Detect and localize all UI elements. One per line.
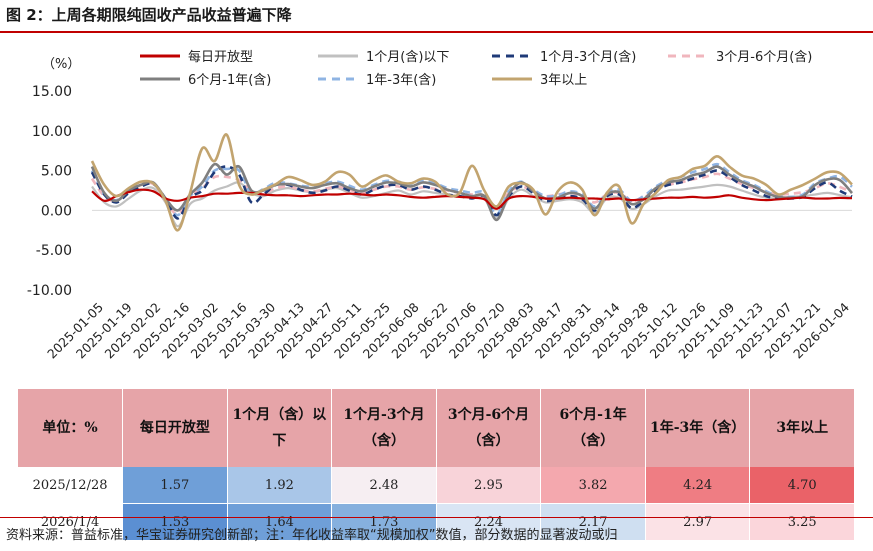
legend-label-5: 1年-3年(含) — [366, 72, 436, 88]
legend-label-2: 1个月-3个月(含) — [540, 49, 636, 65]
y-tick-label: -10.00 — [27, 283, 72, 299]
y-tick-label: 0.00 — [41, 203, 72, 219]
figure-title: 图 2：上周各期限纯固收产品收益普遍下降 — [6, 6, 292, 24]
y-axis-label: （%） — [42, 57, 80, 72]
table-body: 2025/12/28 1.57 1.92 2.48 2.95 3.82 4.24 4.70 20… — [18, 467, 855, 541]
source-note: 资料来源：普益标准，华宝证券研究创新部；注：年化收益率取“规模加权”数值，部分数… — [6, 528, 618, 543]
table-column-header: 1年-3年（含） — [645, 389, 751, 467]
series-line-5 — [90, 162, 853, 217]
series-line-1 — [91, 181, 853, 228]
legend-label-4: 6个月-1年(含) — [188, 72, 271, 88]
table-cell: 4.70 — [749, 467, 855, 504]
table-cell: 4.24 — [645, 467, 751, 504]
table-cell: 1.57 — [122, 467, 228, 504]
row-date: 2025/12/28 — [18, 467, 124, 504]
table-cell: 2.97 — [645, 503, 751, 541]
title-rule — [0, 31, 873, 33]
y-axis: 15.00 10.00 5.00 0.00 -5.00 -10.00 — [27, 84, 72, 299]
table-cell: 3.25 — [749, 503, 855, 541]
line-chart: 每日开放型 1个月(含)以下 1个月-3个月(含) 3个月-6个月(含) 6个月-1年(… — [27, 49, 853, 361]
series-line-4 — [90, 162, 853, 222]
table-unit-header: 单位：% — [18, 389, 124, 467]
table-cell: 3.82 — [540, 467, 646, 504]
table-row: 2026/1/4 1.53 1.64 1.73 2.24 2.17 2.97 3.25 — [18, 503, 855, 541]
row-date: 2026/1/4 — [18, 503, 124, 541]
table-column-header: 1个月-3个月（含） — [331, 389, 437, 467]
source-rule — [0, 517, 873, 518]
table-cell: 1.92 — [227, 467, 333, 504]
legend-label-0: 每日开放型 — [188, 49, 253, 65]
table-cell: 2.24 — [436, 503, 542, 541]
legend-label-3: 3个月-6个月(含) — [716, 49, 812, 65]
table-column-header: 3年以上 — [749, 389, 855, 467]
table-column-header: 每日开放型 — [122, 389, 228, 467]
series-line-6 — [90, 133, 853, 232]
legend-label-6: 3年以上 — [540, 73, 587, 88]
table-cell: 2.95 — [436, 467, 542, 504]
table-column-header: 1个月（含）以下 — [227, 389, 333, 467]
x-axis: 2025-01-052025-01-192025-02-022025-02-16… — [44, 209, 852, 361]
series-line-0 — [91, 188, 853, 210]
table-cell: 1.53 — [122, 503, 228, 541]
table-cell: 2.48 — [331, 467, 437, 504]
table-cell: 2.17 — [540, 503, 646, 541]
legend-label-1: 1个月(含)以下 — [366, 49, 449, 65]
table-cell: 1.64 — [227, 503, 333, 541]
y-tick-label: -5.00 — [36, 243, 72, 259]
series-lines — [90, 133, 853, 232]
table-row: 2025/12/28 1.57 1.92 2.48 2.95 3.82 4.24 4.70 — [18, 467, 855, 504]
y-tick-label: 15.00 — [32, 84, 72, 100]
series-line-3 — [90, 172, 853, 216]
chart-legend: 每日开放型 1个月(含)以下 1个月-3个月(含) 3个月-6个月(含) 6个月-1年(… — [140, 49, 812, 88]
yield-table: 单位：% 每日开放型 1个月（含）以下 1个月-3个月（含） 3个月-6个月（含） 6个月… — [18, 389, 855, 541]
y-tick-label: 10.00 — [32, 124, 72, 140]
table-column-header: 6个月-1年（含） — [540, 389, 646, 467]
table-column-header: 3个月-6个月（含） — [436, 389, 542, 467]
table-cell: 1.73 — [331, 503, 437, 541]
table-header-row: 单位：% 每日开放型 1个月（含）以下 1个月-3个月（含） 3个月-6个月（含） 6个月… — [18, 389, 855, 467]
y-tick-label: 5.00 — [41, 164, 72, 180]
